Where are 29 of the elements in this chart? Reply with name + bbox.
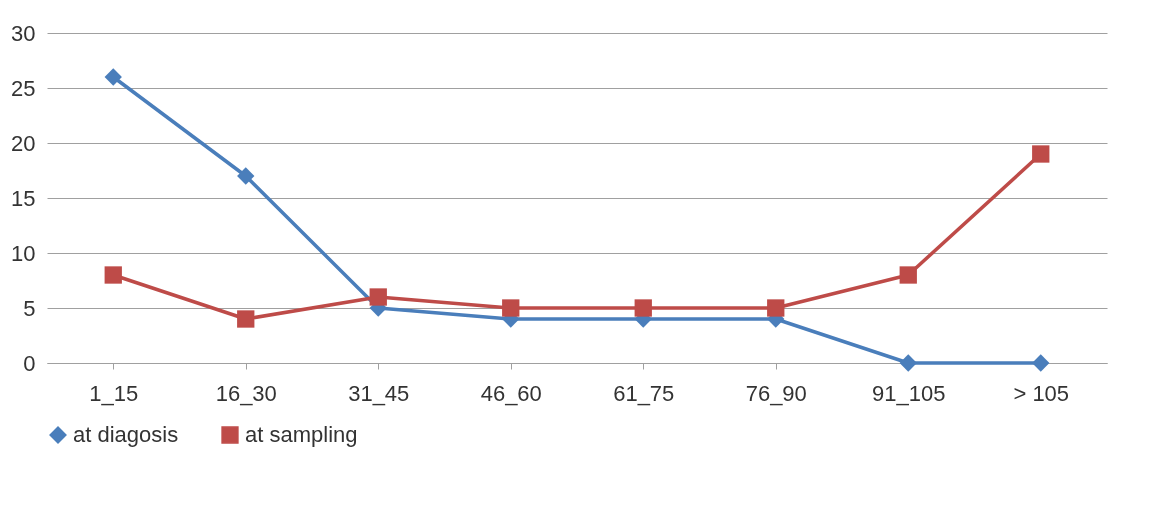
- y-tick-label: 30: [11, 20, 36, 46]
- point: [369, 288, 387, 306]
- y-tick-label: 0: [23, 350, 36, 376]
- x-tick-label: 61_75: [613, 380, 675, 406]
- y-tick-label: 15: [11, 185, 36, 211]
- x-tick-label: 1_15: [89, 380, 139, 406]
- y-tick-label: 25: [11, 75, 36, 101]
- point: [104, 68, 122, 86]
- point: [104, 266, 122, 284]
- point: [899, 266, 917, 284]
- point: [1032, 145, 1050, 163]
- point: [502, 299, 520, 317]
- legend-label: at sampling: [245, 422, 358, 447]
- y-tick-label: 10: [11, 240, 36, 266]
- point: [1032, 354, 1050, 372]
- x-tick-label: 76_90: [745, 380, 807, 406]
- y-tick-label: 5: [23, 295, 36, 321]
- x-tick-label: 91_105: [872, 380, 946, 406]
- x-tick-label: 46_60: [480, 380, 542, 406]
- point: [237, 167, 255, 185]
- x-tick-label: > 105: [1013, 380, 1070, 406]
- point: [634, 299, 652, 317]
- point: [767, 299, 785, 317]
- x-tick-label: 16_30: [215, 380, 277, 406]
- y-tick-label: 20: [11, 130, 36, 156]
- legend-label: at diagosis: [73, 422, 179, 447]
- point: [237, 310, 255, 328]
- point: [899, 354, 917, 372]
- x-tick-label: 31_45: [348, 380, 410, 406]
